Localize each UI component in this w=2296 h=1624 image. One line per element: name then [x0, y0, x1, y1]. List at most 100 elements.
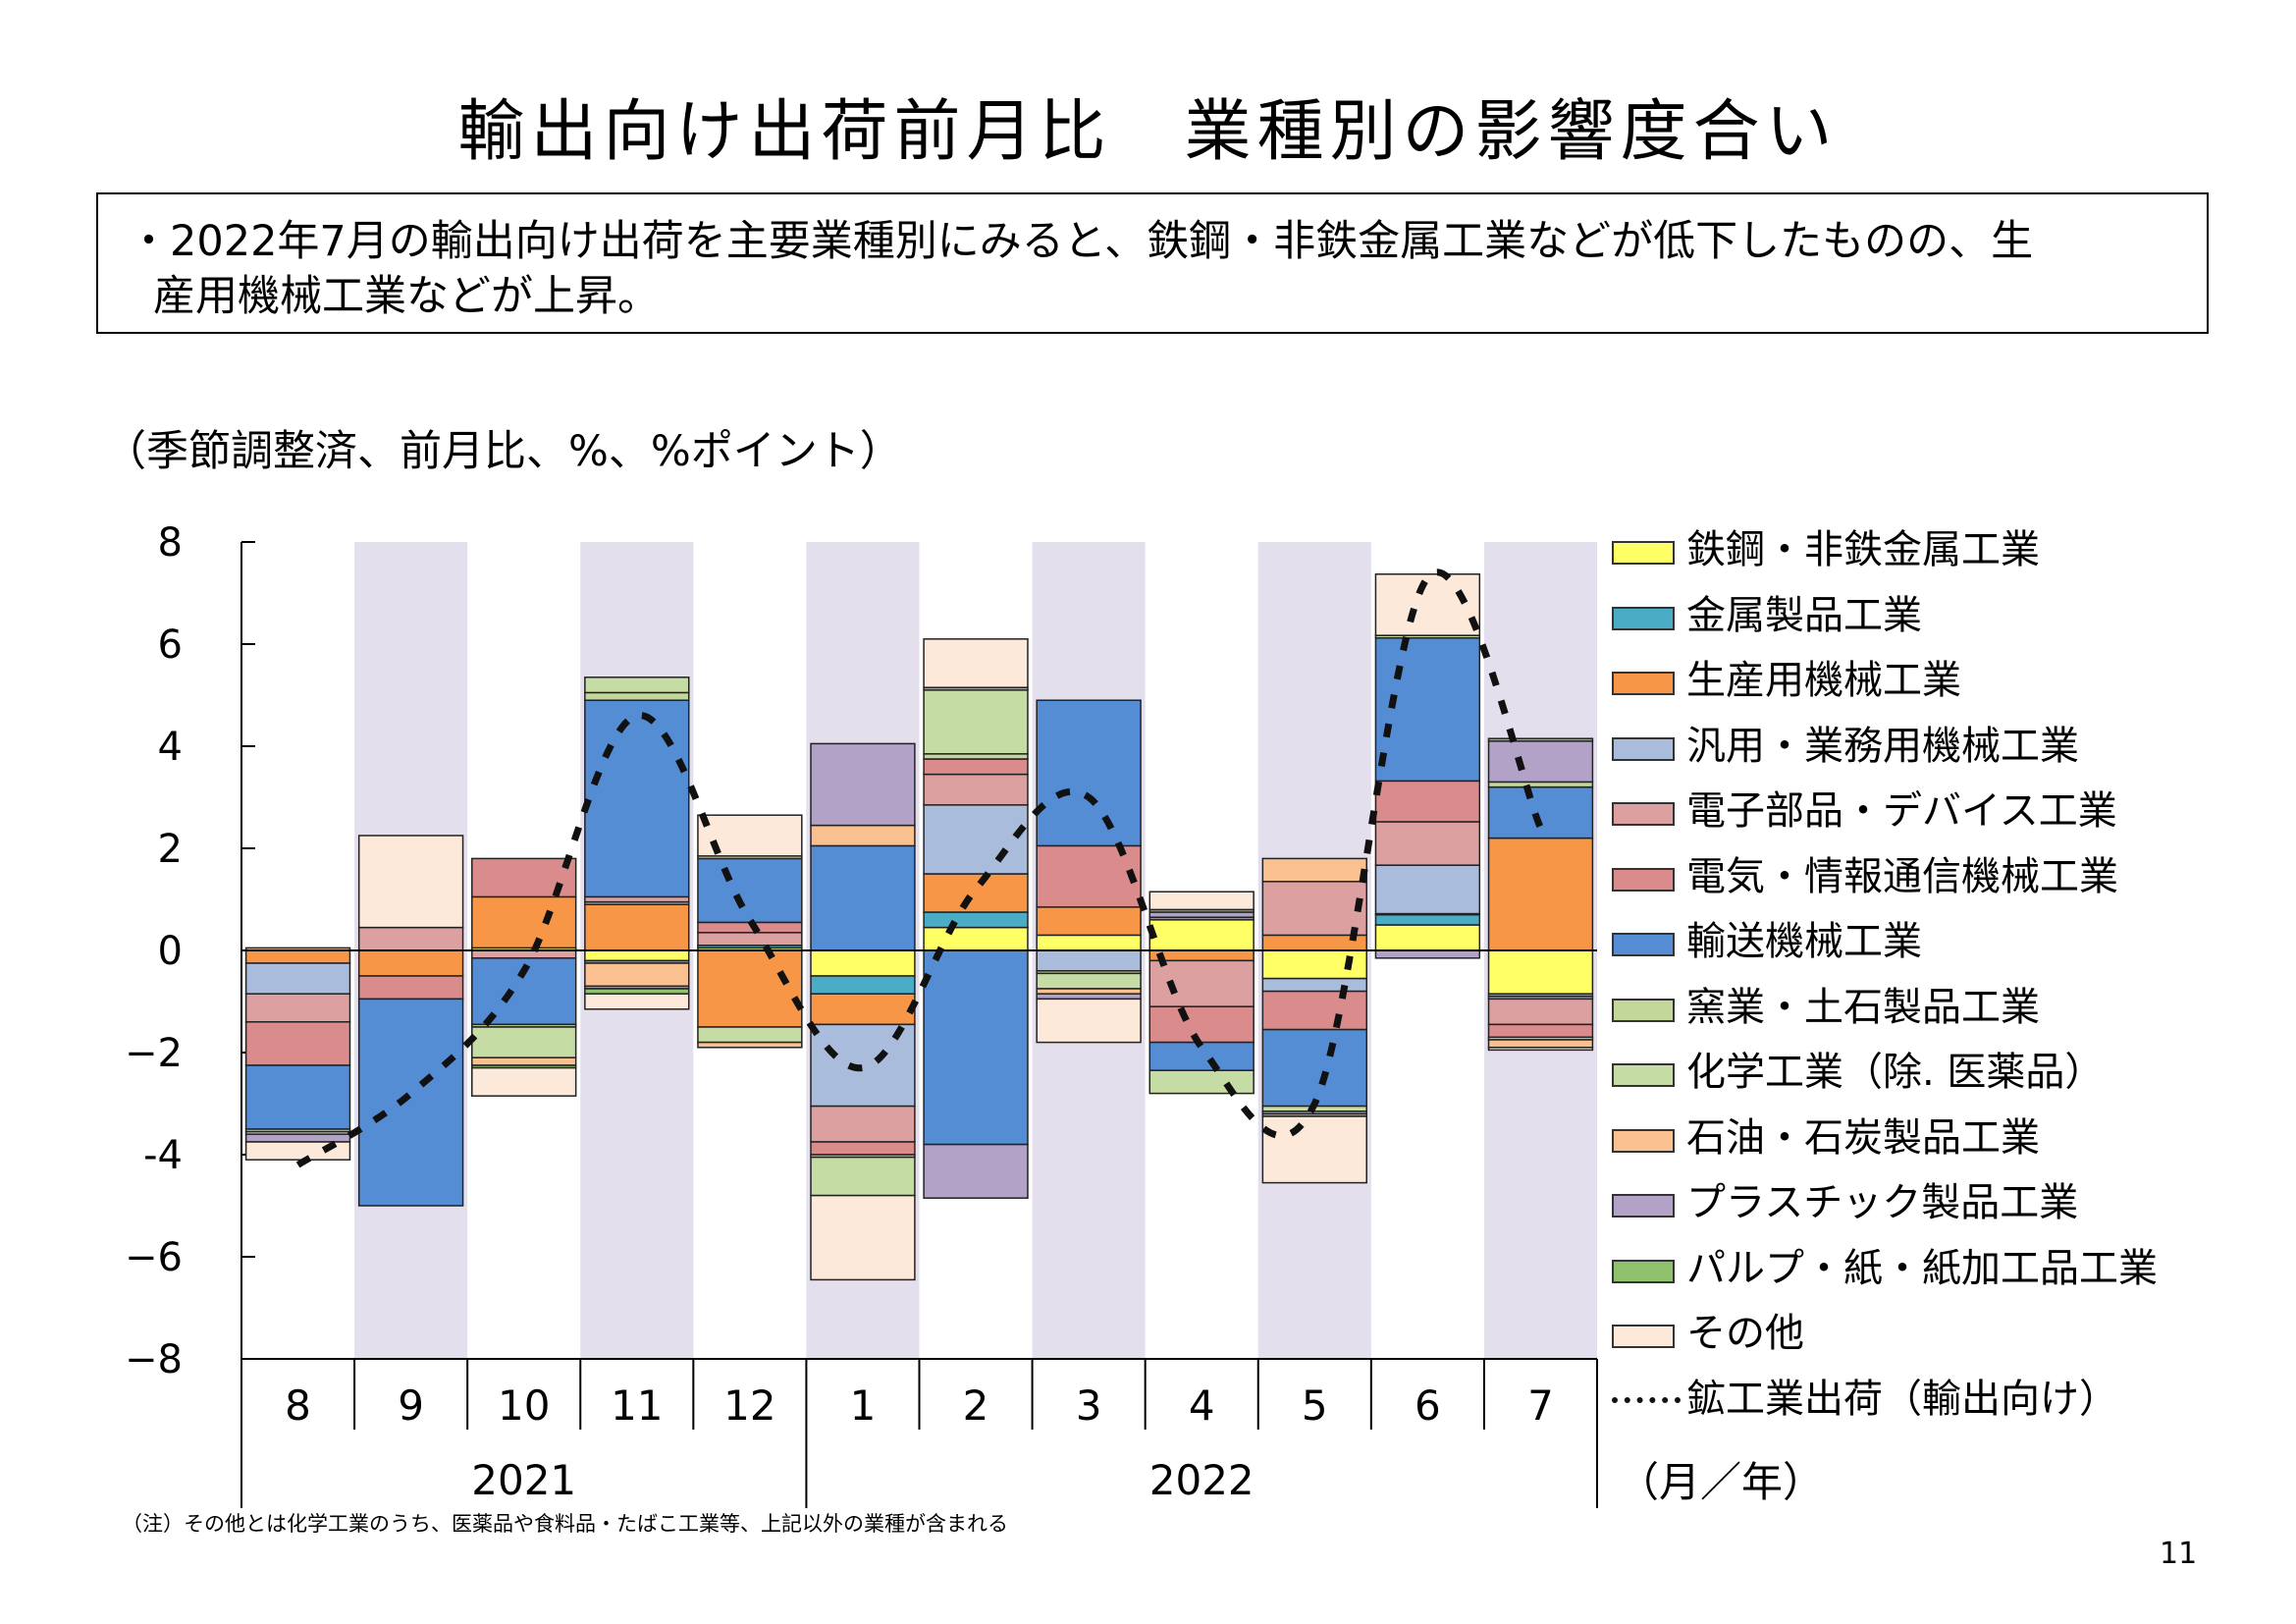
bar-segment [471, 1066, 577, 1097]
bar-segment [357, 949, 464, 977]
bar-segment [1487, 998, 1594, 1026]
legend-swatch [1612, 998, 1675, 1022]
legend-label: 汎用・業務用機械工業 [1686, 723, 2079, 769]
units-label: （季節調整済、前月比、%、%ポイント） [104, 427, 902, 476]
bar-segment [584, 993, 690, 1010]
legend-label: 生産用機械工業 [1686, 658, 1961, 703]
legend-swatch [1612, 1128, 1675, 1153]
bar-segment [1374, 949, 1481, 959]
bar-segment [244, 1133, 351, 1143]
bar-segment [1374, 637, 1481, 783]
bar-segment [1487, 1047, 1594, 1052]
bar-segment [1036, 949, 1142, 972]
bar-segment [923, 773, 1029, 806]
year-label: 2021 [471, 1456, 576, 1504]
bar-segment [923, 758, 1029, 776]
x-tick-label: 8 [285, 1381, 311, 1430]
bar-segment [244, 993, 351, 1023]
bar-segment [1148, 919, 1255, 951]
legend-label: 化学工業（除. 医薬品） [1686, 1050, 2105, 1095]
bar-segment [1036, 993, 1142, 1001]
legend-swatch [1612, 672, 1675, 695]
bar-segment [1036, 934, 1142, 951]
bar-segment [1261, 977, 1367, 993]
legend-swatch [1612, 802, 1675, 826]
bar-segment [697, 1026, 803, 1044]
bar-segment [810, 1105, 916, 1143]
bar-segment [584, 691, 690, 701]
legend-swatch [1612, 606, 1675, 630]
bar-segment [1261, 1115, 1367, 1184]
legend-label: 金属製品工業 [1686, 592, 1922, 638]
bar-segment [697, 1041, 803, 1049]
bar-segment [1487, 737, 1594, 742]
bar-segment [1036, 972, 1142, 990]
bar-segment [471, 1026, 577, 1058]
bar-segment [1487, 785, 1594, 839]
y-tick-label: −8 [125, 1337, 183, 1382]
bar-segment [357, 926, 464, 951]
x-tick-label: 11 [611, 1381, 663, 1430]
y-tick-label: 0 [158, 929, 183, 974]
bar-segment [810, 824, 916, 847]
bar-segment [244, 949, 351, 964]
bar-segment [923, 949, 1029, 1146]
y-tick-label: −2 [125, 1031, 183, 1076]
bar-segment [471, 1056, 577, 1066]
bar-segment [1036, 998, 1142, 1044]
bar-segment [471, 895, 577, 949]
legend-swatch [1612, 933, 1675, 956]
bar-segment [244, 1021, 351, 1066]
bar-segment [810, 1141, 916, 1156]
bar-segment [1148, 1041, 1255, 1071]
legend-label: 鉄鋼・非鉄金属工業 [1686, 527, 2040, 572]
y-tick-label: 4 [158, 725, 183, 770]
bar-segment [923, 753, 1029, 760]
legend-swatch [1612, 1194, 1675, 1218]
bar-segment [1487, 837, 1594, 951]
legend-label: 石油・石炭製品工業 [1686, 1114, 2040, 1161]
y-tick-label: 6 [158, 623, 183, 668]
bar-segment [1036, 906, 1142, 937]
bar-segment [1036, 844, 1142, 908]
bar-segment [810, 844, 916, 951]
bar-segment [357, 998, 464, 1207]
legend-label: 鉱工業出荷（輸出向け） [1686, 1376, 2118, 1422]
bar-segment [1487, 949, 1594, 995]
x-tick-label: 7 [1527, 1381, 1554, 1430]
x-tick-label: 10 [498, 1381, 550, 1430]
x-tick-label: 6 [1415, 1381, 1441, 1430]
bar-segment [697, 932, 803, 947]
bar-segment [1487, 1023, 1594, 1039]
bar-segment [1374, 780, 1481, 823]
legend-label: 電子部品・デバイス工業 [1686, 788, 2117, 834]
y-tick-label: 8 [158, 520, 183, 566]
bar-segment [584, 895, 690, 903]
legend-swatch [1612, 1259, 1675, 1283]
bar-segment [1261, 881, 1367, 937]
bar-segment [584, 699, 690, 898]
bar-segment [923, 689, 1029, 755]
bar-segment [1487, 1039, 1594, 1049]
summary-line-1: ・2022年7月の輸出向け出荷を主要業種別にみると、鉄鋼・非鉄金属工業などが低下… [128, 217, 2034, 266]
bar-segment [584, 962, 690, 988]
bar-segment [697, 949, 803, 1028]
bar-segment [584, 677, 690, 694]
x-tick-label: 3 [1076, 1381, 1102, 1430]
bar-segment [584, 903, 690, 951]
legend-swatch [1612, 736, 1675, 761]
legend-label: パルプ・紙・紙加工品工業 [1686, 1245, 2158, 1291]
bar-segment [1374, 821, 1481, 866]
y-tick-label: −6 [125, 1235, 183, 1280]
bar-segment [697, 857, 803, 924]
bar-segment [1036, 699, 1142, 847]
bar-segment [1374, 864, 1481, 915]
bar-segment [1374, 573, 1481, 636]
bar-segment [1148, 959, 1255, 1007]
page-title: 輸出向け出荷前月比 業種別の影響度合い [457, 93, 1839, 171]
bar-segment [923, 804, 1029, 875]
bar-segment [810, 1156, 916, 1197]
bar-segment [584, 988, 690, 995]
legend-label: 輸送機械工業 [1686, 919, 1922, 964]
